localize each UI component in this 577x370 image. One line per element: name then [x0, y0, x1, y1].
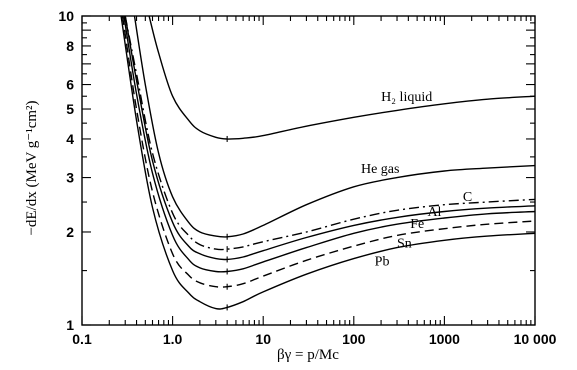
- curve-label: C: [463, 190, 472, 205]
- series-line: [124, 15, 536, 251]
- y-tick-label: 3: [66, 170, 74, 186]
- series-line: [148, 15, 536, 140]
- series-line: [123, 15, 536, 273]
- y-tick-labels: 1 2 3 4 5 6 8 10: [58, 8, 74, 333]
- data-curves: [120, 15, 536, 311]
- y-axis-title: −dE/dx (MeV g⁻¹cm²): [24, 100, 40, 235]
- series-line: [133, 15, 536, 238]
- x-tick-label: 10: [255, 331, 271, 347]
- x-tick-label: 0.1: [72, 331, 92, 347]
- curve-label: Sn: [397, 237, 412, 252]
- y-tick-label: 8: [66, 38, 74, 54]
- y-tick-label: 10: [58, 8, 74, 24]
- y-tick-label: 5: [66, 101, 74, 117]
- x-tick-label: 1.0: [163, 331, 183, 347]
- axis-ticks: [81, 15, 536, 326]
- series-line: [124, 15, 536, 261]
- y-tick-label: 2: [66, 224, 74, 240]
- y-tick-label: 1: [66, 317, 74, 333]
- y-tick-label: 4: [66, 131, 74, 147]
- curve-label: Fe: [410, 217, 424, 232]
- x-tick-label: 1000: [429, 331, 460, 347]
- series-line: [120, 15, 536, 310]
- curve-label: Al: [427, 205, 441, 220]
- y-tick-label: 6: [66, 77, 74, 93]
- curve-label: Pb: [375, 254, 390, 269]
- series-line: [121, 15, 536, 288]
- x-axis-title: βγ = p/Mc: [277, 347, 339, 363]
- x-tick-labels: 0.1 1.0 10 100 1000 10 000: [72, 331, 556, 347]
- plot-frame: [81, 15, 536, 326]
- curve-label: H₂ liquid: [381, 90, 432, 105]
- x-tick-label: 100: [342, 331, 366, 347]
- x-tick-label: 10 000: [514, 331, 557, 347]
- curve-label: He gas: [361, 162, 400, 177]
